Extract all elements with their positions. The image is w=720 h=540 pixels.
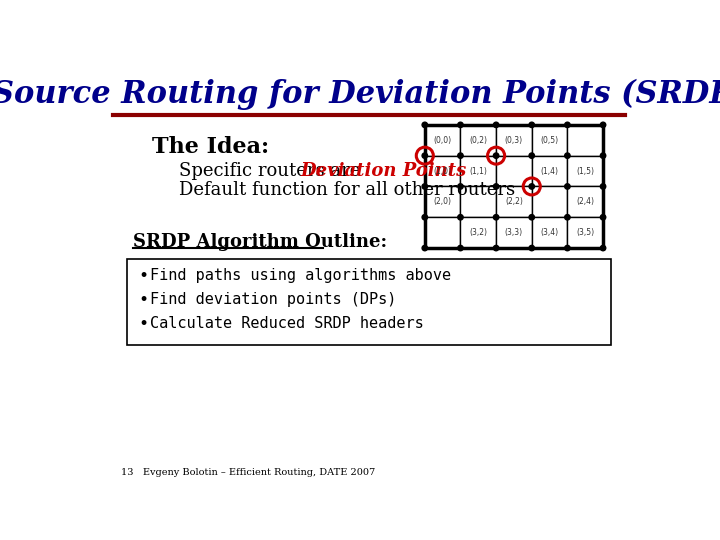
Circle shape (529, 184, 534, 189)
Text: (3,5): (3,5) (576, 228, 594, 237)
Bar (461, 217, 496, 248)
Circle shape (422, 184, 428, 189)
Text: Source Routing for Deviation Points (SRDP): Source Routing for Deviation Points (SRD… (0, 78, 720, 110)
Text: (1,4): (1,4) (541, 166, 559, 176)
Circle shape (564, 153, 570, 158)
Bar (567, 125, 603, 156)
Circle shape (600, 214, 606, 220)
Circle shape (493, 122, 499, 127)
Circle shape (529, 245, 534, 251)
Circle shape (458, 184, 463, 189)
Circle shape (493, 184, 499, 189)
Circle shape (564, 184, 570, 189)
Circle shape (458, 153, 463, 158)
Circle shape (458, 214, 463, 220)
Text: •: • (138, 314, 148, 333)
Circle shape (422, 153, 428, 158)
Bar (127, 259, 611, 345)
Text: (2,4): (2,4) (576, 197, 594, 206)
Text: Specific routers are: Specific routers are (179, 162, 366, 180)
Text: (0,3): (0,3) (505, 136, 523, 145)
Bar (496, 217, 532, 248)
Bar (425, 186, 461, 217)
Circle shape (600, 184, 606, 189)
Bar (461, 186, 496, 217)
Bar (425, 217, 461, 248)
Text: Find paths using algorithms above: Find paths using algorithms above (150, 268, 451, 284)
Text: SRDP Algorithm Outline:: SRDP Algorithm Outline: (132, 233, 387, 251)
Bar (532, 186, 567, 217)
Text: •: • (138, 291, 148, 309)
Text: 13   Evgeny Bolotin – Efficient Routing, DATE 2007: 13 Evgeny Bolotin – Efficient Routing, D… (121, 468, 375, 477)
Bar (496, 125, 532, 156)
Text: (1,0): (1,0) (433, 166, 451, 176)
Text: (3,4): (3,4) (541, 228, 559, 237)
Bar (496, 156, 532, 186)
Circle shape (600, 245, 606, 251)
Text: (0,5): (0,5) (541, 136, 559, 145)
Text: Default function for all other routers: Default function for all other routers (179, 181, 516, 199)
Text: (0,2): (0,2) (469, 136, 487, 145)
Text: (1,5): (1,5) (576, 166, 594, 176)
Bar (461, 156, 496, 186)
Circle shape (600, 153, 606, 158)
Circle shape (422, 122, 428, 127)
Bar (567, 156, 603, 186)
Text: •: • (138, 267, 148, 285)
Circle shape (564, 245, 570, 251)
Text: (0,0): (0,0) (433, 136, 451, 145)
Circle shape (493, 245, 499, 251)
Circle shape (600, 122, 606, 127)
Bar (532, 217, 567, 248)
Circle shape (564, 214, 570, 220)
Text: Deviation Points: Deviation Points (301, 162, 467, 180)
Circle shape (422, 245, 428, 251)
Bar (532, 156, 567, 186)
Circle shape (422, 214, 428, 220)
Bar (496, 186, 532, 217)
Bar (567, 186, 603, 217)
Text: (2,2): (2,2) (505, 197, 523, 206)
Text: Calculate Reduced SRDP headers: Calculate Reduced SRDP headers (150, 316, 424, 331)
Circle shape (564, 122, 570, 127)
Circle shape (458, 245, 463, 251)
Circle shape (529, 122, 534, 127)
Circle shape (493, 214, 499, 220)
Circle shape (529, 214, 534, 220)
Text: (3,2): (3,2) (469, 228, 487, 237)
Circle shape (493, 153, 499, 158)
Text: The Idea:: The Idea: (152, 136, 269, 158)
Bar (425, 125, 603, 248)
Circle shape (458, 122, 463, 127)
Bar (425, 125, 461, 156)
Bar (567, 217, 603, 248)
Text: (2,0): (2,0) (433, 197, 451, 206)
Bar (532, 125, 567, 156)
Bar (425, 156, 461, 186)
Text: (1,1): (1,1) (469, 166, 487, 176)
Text: Find deviation points (DPs): Find deviation points (DPs) (150, 292, 397, 307)
Bar (461, 125, 496, 156)
Circle shape (529, 153, 534, 158)
Text: (3,3): (3,3) (505, 228, 523, 237)
